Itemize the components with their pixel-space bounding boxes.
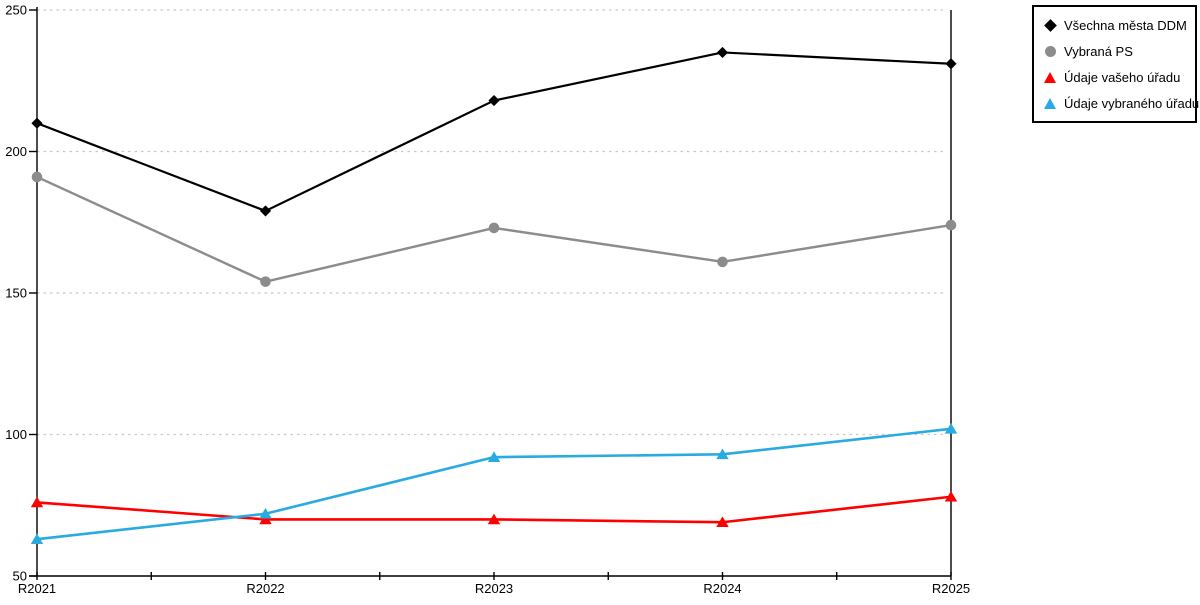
data-point-circle bbox=[945, 219, 957, 231]
triangle-icon bbox=[1043, 97, 1057, 109]
circle-icon bbox=[1043, 45, 1057, 57]
x-axis-tick-label: R2021 bbox=[18, 581, 56, 596]
data-point-triangle bbox=[716, 448, 729, 460]
x-axis-tick-label: R2025 bbox=[932, 581, 970, 596]
data-point-triangle bbox=[259, 507, 272, 519]
legend-label: Vybraná PS bbox=[1064, 43, 1133, 59]
x-axis-tick-label: R2024 bbox=[703, 581, 741, 596]
data-point-triangle bbox=[944, 490, 958, 502]
triangle-icon bbox=[1043, 71, 1057, 83]
axes: 50 100 150 200 250 R2021 R2022 R2023 R2024 R2025 bbox=[5, 3, 970, 597]
legend-item-udaje-vaseho-uradu: Údaje vašeho úřadu bbox=[1043, 70, 1191, 85]
y-axis-tick-label: 50 bbox=[13, 569, 27, 584]
data-point-triangle bbox=[259, 513, 272, 525]
y-axis-tick-label: 100 bbox=[5, 427, 27, 442]
data-point-triangle bbox=[30, 533, 44, 545]
legend-item-udaje-vybraneho-uradu: Údaje vybraného úřadu bbox=[1043, 96, 1199, 111]
legend-label: Všechna města DDM bbox=[1064, 17, 1187, 33]
legend-label: Údaje vašeho úřadu bbox=[1064, 69, 1181, 85]
series-line bbox=[36, 51, 952, 213]
data-point-triangle bbox=[716, 516, 729, 528]
legend-item-vybrana-ps: Vybraná PS bbox=[1043, 44, 1191, 59]
data-point-diamond bbox=[488, 94, 500, 107]
data-point-diamond bbox=[945, 58, 957, 70]
data-point-diamond bbox=[259, 205, 272, 217]
data-point-circle bbox=[488, 222, 500, 234]
series-triangle-line bbox=[30, 423, 958, 545]
data-point-triangle bbox=[487, 451, 501, 462]
legend-item-vsechna-mesta-ddm: Všechna města DDM bbox=[1043, 18, 1191, 33]
data-point-triangle bbox=[30, 496, 44, 508]
data-point-diamond bbox=[31, 117, 43, 129]
data-point-circle bbox=[717, 256, 728, 268]
series-triangle-line bbox=[30, 490, 958, 528]
x-axis-tick-label: R2023 bbox=[475, 581, 513, 596]
legend-label: Údaje vybraného úřadu bbox=[1064, 95, 1200, 111]
y-axis-tick-label: 250 bbox=[5, 3, 27, 18]
data-point-circle bbox=[260, 276, 271, 287]
data-point-triangle bbox=[487, 513, 501, 525]
data-point-circle bbox=[31, 171, 43, 183]
data-point-diamond bbox=[716, 46, 729, 59]
diamond-icon bbox=[1043, 18, 1057, 32]
x-axis-tick-label: R2022 bbox=[246, 581, 284, 596]
data-point-triangle bbox=[944, 423, 958, 434]
y-axis-tick-label: 150 bbox=[5, 286, 27, 301]
y-axis-tick-label: 200 bbox=[5, 144, 27, 159]
series-diamond-line bbox=[31, 46, 957, 217]
gridlines bbox=[37, 9, 944, 436]
series-circle-line bbox=[31, 171, 957, 287]
chart-legend: Všechna města DDM Vybraná PS Údaje vašeh… bbox=[1032, 5, 1199, 123]
